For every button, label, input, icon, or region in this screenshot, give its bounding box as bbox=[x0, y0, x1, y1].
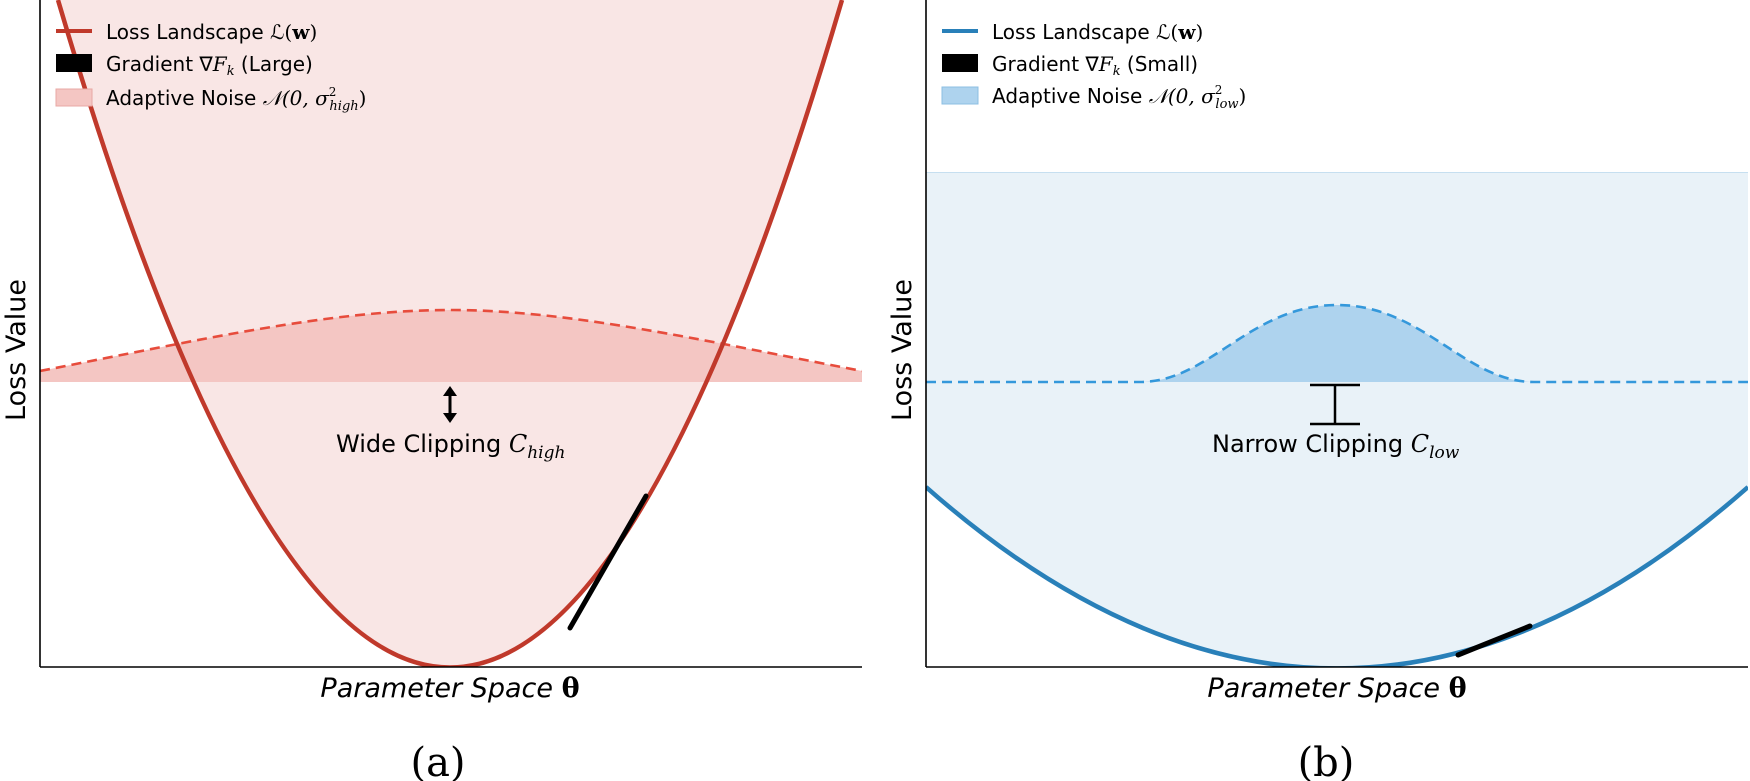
gradient-tangent-a bbox=[567, 493, 649, 631]
legend-entry-gradient-b: Gradient ∇Fk (Small) bbox=[992, 52, 1198, 79]
legend-swatch-noise-b bbox=[941, 86, 979, 105]
panel-label-b: (b) bbox=[1298, 740, 1355, 781]
legend-swatch-noise-a bbox=[55, 88, 93, 107]
legend-entry-gradient-a: Gradient ∇Fk (Large) bbox=[106, 52, 313, 79]
legend-entry-noise-b: Adaptive Noise 𝒩(0, σ2 low) bbox=[992, 83, 1246, 112]
legend-swatch-gradient-b bbox=[942, 54, 978, 72]
panel-b: Narrow Clipping Clow Loss Value Paramete… bbox=[887, 0, 1748, 781]
noise-area-b bbox=[926, 305, 1534, 382]
legend-b: Loss Landscape ℒ(w) Gradient ∇Fk (Small)… bbox=[941, 20, 1246, 112]
legend-entry-noise-a: Adaptive Noise 𝒩(0, σ2 high) bbox=[106, 85, 366, 114]
noise-area-a bbox=[40, 310, 862, 382]
x-axis-label-a: Parameter Space θ bbox=[320, 673, 579, 704]
clipping-arrow-a bbox=[443, 386, 457, 423]
legend-swatch-gradient-a bbox=[56, 54, 92, 72]
noise-curve-a bbox=[40, 308, 862, 373]
y-axis-label-a: Loss Value bbox=[1, 279, 32, 421]
loss-curve-b bbox=[926, 485, 1748, 667]
clipping-label-a: Wide Clipping Chigh bbox=[336, 430, 565, 463]
gradient-tangent-b bbox=[1455, 623, 1533, 658]
loss-curve-a bbox=[55, 0, 845, 667]
clipping-bracket-b bbox=[1310, 383, 1360, 426]
legend-entry-loss-a: Loss Landscape ℒ(w) bbox=[106, 20, 317, 44]
clipping-label-b: Narrow Clipping Clow bbox=[1212, 430, 1460, 463]
legend-a: Loss Landscape ℒ(w) Gradient ∇Fk (Large)… bbox=[55, 20, 366, 114]
panel-a: Wide Clipping Chigh Loss Value Parameter… bbox=[1, 0, 862, 781]
panel-label-a: (a) bbox=[410, 740, 465, 781]
loss-fill-b bbox=[926, 172, 1748, 667]
legend-entry-loss-b: Loss Landscape ℒ(w) bbox=[992, 20, 1203, 44]
y-axis-label-b: Loss Value bbox=[887, 279, 918, 421]
x-axis-label-b: Parameter Space θ bbox=[1207, 673, 1466, 704]
